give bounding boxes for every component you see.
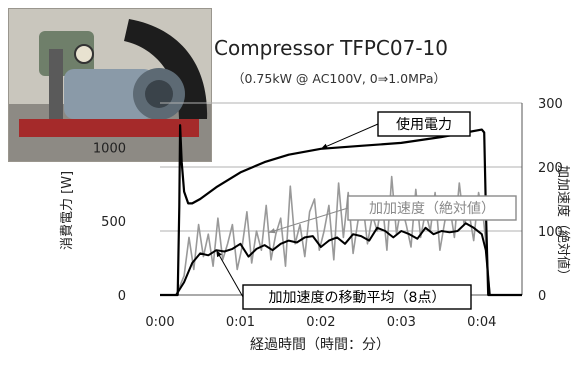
x-tick-label-2: 0:02 <box>306 315 335 330</box>
moving-average-annotation-label: 加加速度の移動平均（8点） <box>269 290 446 306</box>
power-annotation-arrowhead <box>320 143 328 149</box>
y-left-tick-label-2: 1000 <box>93 141 126 156</box>
x-tick-label-4: 0:04 <box>467 315 496 330</box>
y-right-tick-label-3: 300 <box>538 97 563 112</box>
chart-subtitle: （0.75kW @ AC100V, 0⇒1.0MPa） <box>232 71 447 86</box>
power-annotation-box <box>377 111 471 137</box>
power-annotation-label: 使用電力 <box>396 116 452 133</box>
moving-average-annotation-arrowhead <box>216 250 222 258</box>
y-left-tick-label-0: 0 <box>118 289 126 304</box>
jerk-annotation-box <box>347 195 517 221</box>
moving-average-annotation-box <box>242 284 472 310</box>
y-right-tick-label-1: 100 <box>538 225 563 240</box>
jerk-moving-average-line <box>160 222 522 296</box>
y-left-tick-label-1: 500 <box>101 215 126 230</box>
x-tick-label-1: 0:01 <box>226 315 255 330</box>
jerk-series-line <box>160 175 522 296</box>
y-right-tick-label-2: 200 <box>538 161 563 176</box>
jerk-annotation-label: 加加速度（絶対値） <box>369 201 495 217</box>
compressor-photo-drawing <box>9 9 211 161</box>
jerk-annotation-arrow <box>268 207 349 234</box>
x-tick-label-3: 0:03 <box>387 315 416 330</box>
x-axis-label: 経過時間（時間：分） <box>250 337 390 353</box>
jerk-annotation-arrowhead <box>268 228 276 234</box>
compressor-photo <box>8 8 212 162</box>
power-annotation-arrow <box>320 123 379 150</box>
power-series-line <box>160 124 522 297</box>
moving-average-annotation-arrow <box>215 249 244 298</box>
chart-title: Compressor TFPC07-10 <box>214 36 448 60</box>
x-tick-label-0: 0:00 <box>145 315 174 330</box>
y-right-tick-label-0: 0 <box>538 289 546 304</box>
